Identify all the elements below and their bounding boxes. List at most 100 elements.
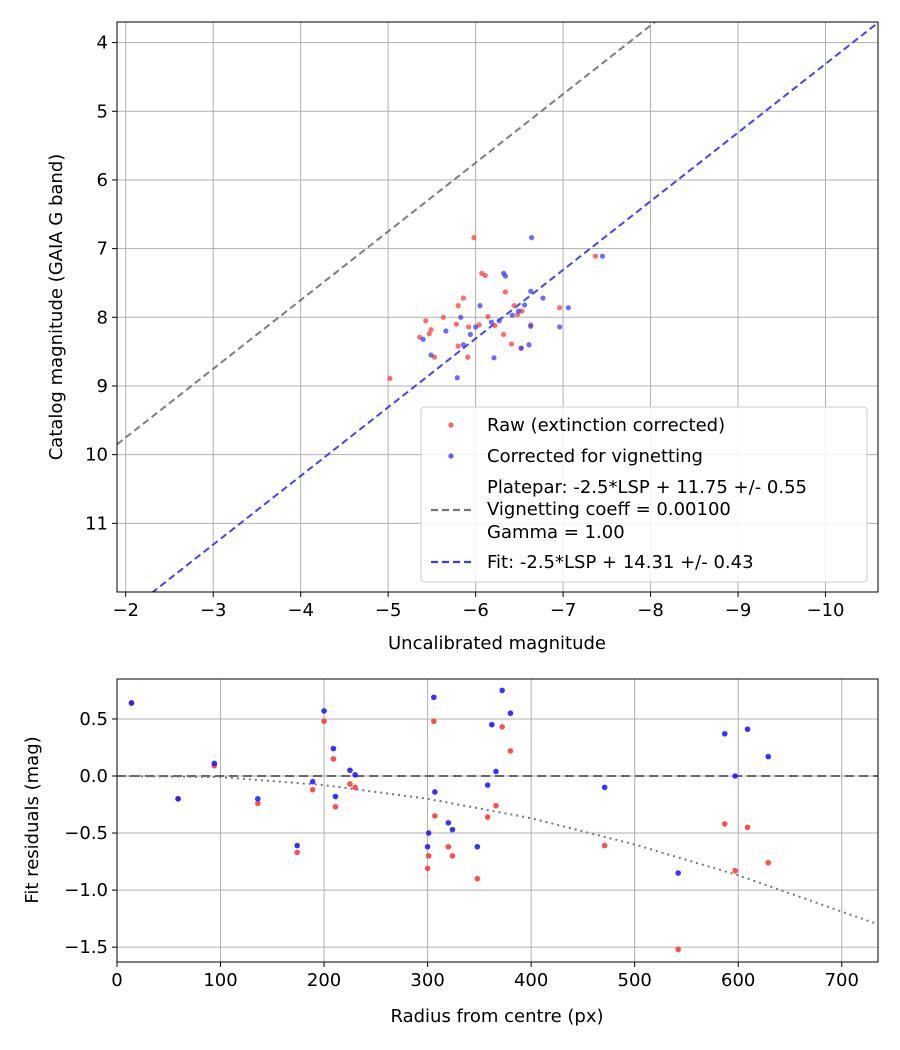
- corrected-point: [347, 767, 353, 774]
- legend-fit-label: Fit: -2.5*LSP + 14.31 +/- 0.43: [487, 552, 754, 573]
- calibration-y-axis-label: Catalog magnitude (GAIA G band): [46, 154, 67, 461]
- raw-point: [511, 303, 517, 309]
- corrected-point: [449, 826, 456, 833]
- x-tick-label: −10: [807, 600, 845, 621]
- raw-point: [499, 724, 505, 730]
- calibration-axes-frame: [116, 21, 879, 593]
- raw-point: [460, 295, 466, 301]
- corrected-point: [309, 778, 316, 785]
- corrected-point: [557, 324, 563, 330]
- x-tick-label: 100: [203, 970, 237, 991]
- raw-point: [455, 343, 461, 349]
- calibration-grid: [117, 22, 878, 592]
- corrected-point: [321, 708, 327, 714]
- raw-point: [744, 824, 751, 831]
- corrected-point: [445, 819, 452, 826]
- legend-raw-label: Raw (extinction corrected): [487, 415, 725, 436]
- x-tick-label: 300: [410, 970, 444, 991]
- corrected-point: [528, 323, 534, 329]
- raw-point: [765, 859, 772, 866]
- x-tick-label: 500: [618, 970, 652, 991]
- corrected-point: [599, 253, 606, 259]
- corrected-point: [529, 235, 535, 241]
- corrected-point: [474, 843, 481, 850]
- raw-point: [675, 946, 681, 953]
- y-tick-label: 5: [97, 101, 108, 122]
- x-tick-label: −6: [462, 600, 489, 621]
- y-tick-label: 0.0: [79, 766, 108, 787]
- raw-point: [321, 718, 327, 725]
- corrected-point: [473, 324, 479, 330]
- calibration-points: [387, 235, 606, 382]
- raw-point: [502, 289, 508, 295]
- raw-point: [330, 756, 337, 762]
- corrected-point: [493, 768, 499, 775]
- y-tick-label: −1.0: [64, 880, 108, 901]
- x-tick-label: 600: [721, 970, 755, 991]
- x-tick-label: −8: [637, 600, 664, 621]
- residuals-lines: [117, 774, 878, 926]
- corrected-point: [128, 700, 135, 706]
- vignetting-curve: [117, 775, 878, 926]
- corrected-point: [540, 295, 546, 301]
- corrected-point: [499, 687, 505, 694]
- calibration-lines: [117, 22, 878, 592]
- legend-corrected-label: Corrected for vignetting: [487, 446, 703, 467]
- legend-box: [420, 406, 868, 583]
- x-tick-label: −3: [200, 600, 227, 621]
- corrected-point: [294, 842, 300, 849]
- raw-point: [465, 354, 471, 360]
- y-tick-label: 4: [97, 33, 108, 54]
- corrected-point: [443, 328, 449, 334]
- corrected-point: [424, 843, 431, 850]
- raw-point: [332, 804, 339, 810]
- raw-point: [455, 303, 461, 309]
- residuals-y-axis-label: Fit residuals (mag): [22, 736, 43, 903]
- y-tick-label: 9: [97, 376, 108, 397]
- y-tick-label: 11: [85, 513, 108, 534]
- y-tick-label: −0.5: [64, 823, 108, 844]
- raw-point: [482, 272, 488, 279]
- corrected-point: [484, 782, 491, 788]
- raw-point: [507, 748, 514, 754]
- raw-point: [485, 314, 491, 320]
- raw-point: [440, 314, 446, 320]
- raw-point: [387, 375, 393, 382]
- corrected-point: [211, 760, 218, 767]
- corrected-point: [502, 273, 508, 279]
- raw-point: [428, 327, 434, 333]
- calibration-plot: −2 −3 −4 −5 −6 −7 −8 −9 −10 4 5 6 7 8 9 10 11 Uncalibra…: [46, 21, 879, 654]
- y-tick-label: 8: [97, 307, 108, 328]
- raw-point: [431, 718, 437, 725]
- residuals-axes-frame: [116, 678, 879, 963]
- legend-platepar-label-1: Platepar: -2.5*LSP + 11.75 +/- 0.55: [487, 477, 807, 498]
- corrected-point: [488, 319, 494, 325]
- y-tick-label: 10: [85, 445, 108, 466]
- corrected-point: [332, 793, 339, 800]
- residuals-y-ticks: 0.5 0.0 −0.5 −1.0 −1.5: [64, 709, 117, 958]
- raw-point: [721, 821, 728, 827]
- corrected-point: [601, 784, 608, 791]
- residuals-x-ticks: 0 100 200 300 400 500 600 700: [111, 962, 859, 991]
- corrected-point: [432, 789, 438, 795]
- corrected-point: [522, 302, 528, 308]
- x-tick-label: −4: [287, 600, 314, 621]
- calibration-x-ticks: −2 −3 −4 −5 −6 −7 −8 −9 −10: [112, 592, 845, 621]
- raw-point: [493, 802, 499, 809]
- raw-point: [294, 849, 300, 856]
- raw-point: [592, 253, 599, 259]
- raw-point: [484, 814, 491, 820]
- x-tick-label: −5: [375, 600, 402, 621]
- y-tick-label: 7: [97, 239, 108, 260]
- x-tick-label: −9: [725, 600, 752, 621]
- calibration-y-ticks: 4 5 6 7 8 9 10 11: [85, 33, 117, 534]
- residuals-grid: [116, 679, 878, 962]
- raw-point: [732, 867, 738, 874]
- x-tick-label: −2: [112, 600, 139, 621]
- x-tick-label: 700: [825, 970, 859, 991]
- corrected-point: [496, 318, 502, 324]
- corrected-point: [428, 352, 434, 358]
- raw-point: [557, 305, 563, 311]
- legend-raw-marker: [448, 422, 454, 428]
